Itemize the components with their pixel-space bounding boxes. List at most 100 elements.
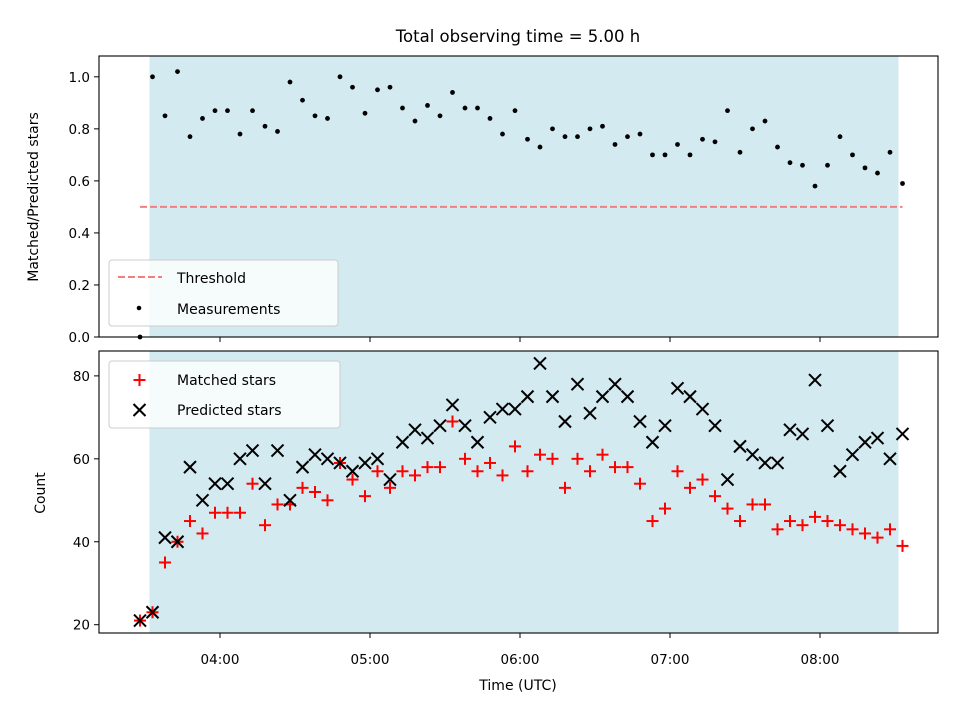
predicted-star-point <box>458 418 472 433</box>
top-axes-frame <box>98 55 939 338</box>
predicted-star-point <box>883 452 897 466</box>
measurement-point <box>725 108 730 114</box>
matched-star-point <box>846 523 859 536</box>
measurement-point <box>587 126 593 132</box>
legend-predicted-label: Predicted stars <box>177 403 282 419</box>
legend-measurements-swatch <box>136 305 142 311</box>
measurement-point <box>625 134 630 140</box>
measurement-point <box>650 152 655 158</box>
measurement-point <box>200 116 205 121</box>
predicted-star-point <box>170 535 185 549</box>
matched-star-point <box>834 519 846 532</box>
predicted-star-point <box>708 418 722 433</box>
matched-star-point <box>209 506 221 519</box>
measurement-point <box>425 103 430 108</box>
x-tick-label: 07:00 <box>651 652 690 668</box>
legend-threshold-label: Threshold <box>176 271 246 287</box>
predicted-star-point <box>720 472 735 487</box>
matched-star-point <box>509 440 521 453</box>
predicted-star-point <box>545 389 560 404</box>
top-y-axis: 0.0 0.2 0.4 0.6 0.8 1.0 <box>69 70 99 346</box>
predicted-star-point <box>895 427 910 441</box>
predicted-star-point <box>295 460 310 474</box>
matched-star-point <box>659 502 671 515</box>
measurement-point <box>212 108 218 114</box>
legend-measurements-label: Measurements <box>177 302 280 318</box>
predicted-stars-points <box>133 356 910 628</box>
measurement-point <box>325 116 330 121</box>
measurement-point <box>412 118 418 124</box>
measurement-point <box>700 136 705 142</box>
matched-star-point <box>596 448 609 461</box>
measurement-point <box>362 110 368 116</box>
predicted-star-point <box>670 381 685 396</box>
matched-star-point <box>434 461 446 474</box>
legend-matched-swatch <box>133 374 146 386</box>
predicted-star-point <box>820 418 835 433</box>
matched-star-point <box>221 506 234 519</box>
x-tick-label: 05:00 <box>351 652 390 668</box>
matched-star-point <box>759 498 771 511</box>
matched-star-point <box>184 515 196 528</box>
predicted-star-point <box>420 431 435 445</box>
matched-star-point <box>746 498 759 511</box>
matched-star-point <box>371 465 384 478</box>
matched-star-point <box>159 556 171 569</box>
matched-star-point <box>546 452 559 465</box>
measurement-point <box>750 126 755 132</box>
matched-star-point <box>584 465 596 478</box>
predicted-star-point <box>408 423 422 437</box>
predicted-star-point <box>308 447 322 462</box>
y-tick-label: 40 <box>73 535 90 551</box>
predicted-star-point <box>145 605 160 619</box>
predicted-star-point <box>345 464 360 478</box>
measurement-point <box>462 105 468 111</box>
matched-star-point <box>784 515 796 528</box>
matched-star-point <box>271 498 284 511</box>
matched-star-point <box>809 510 821 523</box>
matched-star-point <box>471 465 484 478</box>
predicted-star-point <box>483 410 497 425</box>
predicted-star-point <box>808 373 822 387</box>
measurement-point <box>887 149 893 155</box>
measurement-point <box>500 131 505 137</box>
measurement-point <box>612 142 618 147</box>
measurement-point <box>150 74 155 80</box>
measurement-point <box>900 181 905 186</box>
measurement-point <box>237 131 243 137</box>
bottom-y-axis: 20 40 60 80 <box>73 369 99 634</box>
measurement-point <box>775 144 780 150</box>
matched-star-point <box>896 539 909 552</box>
measurement-point <box>512 108 518 114</box>
y-tick-label: 0.6 <box>69 174 90 190</box>
predicted-star-point <box>133 613 147 628</box>
predicted-star-point <box>733 439 747 454</box>
measurement-point <box>175 69 180 75</box>
x-tick-label: 04:00 <box>201 652 240 668</box>
matched-star-point <box>321 494 334 507</box>
measurement-point <box>487 116 493 121</box>
matched-star-point <box>309 486 321 498</box>
matched-star-point <box>384 481 396 494</box>
measurement-point <box>737 149 743 155</box>
matched-star-point <box>196 527 209 540</box>
predicted-star-point <box>658 418 672 433</box>
measurement-point <box>687 152 693 158</box>
y-tick-label: 20 <box>73 618 90 634</box>
measurement-point <box>350 84 355 90</box>
predicted-star-point <box>533 356 547 371</box>
measurement-point <box>575 134 580 140</box>
matched-star-point <box>259 519 271 532</box>
x-tick-label: 06:00 <box>501 652 540 668</box>
predicted-star-point <box>358 456 372 470</box>
x-tick-label: 08:00 <box>801 652 840 668</box>
predicted-star-point <box>270 443 285 458</box>
predicted-star-point <box>870 431 885 445</box>
predicted-star-point <box>233 452 247 466</box>
predicted-star-point <box>583 406 597 420</box>
measurement-point <box>637 131 643 137</box>
bottom-legend: Matched stars Predicted stars <box>108 360 341 429</box>
matched-star-point <box>634 477 646 490</box>
matched-star-point <box>709 490 721 503</box>
top-y-axis-label: Matched/Predicted stars <box>26 112 42 282</box>
